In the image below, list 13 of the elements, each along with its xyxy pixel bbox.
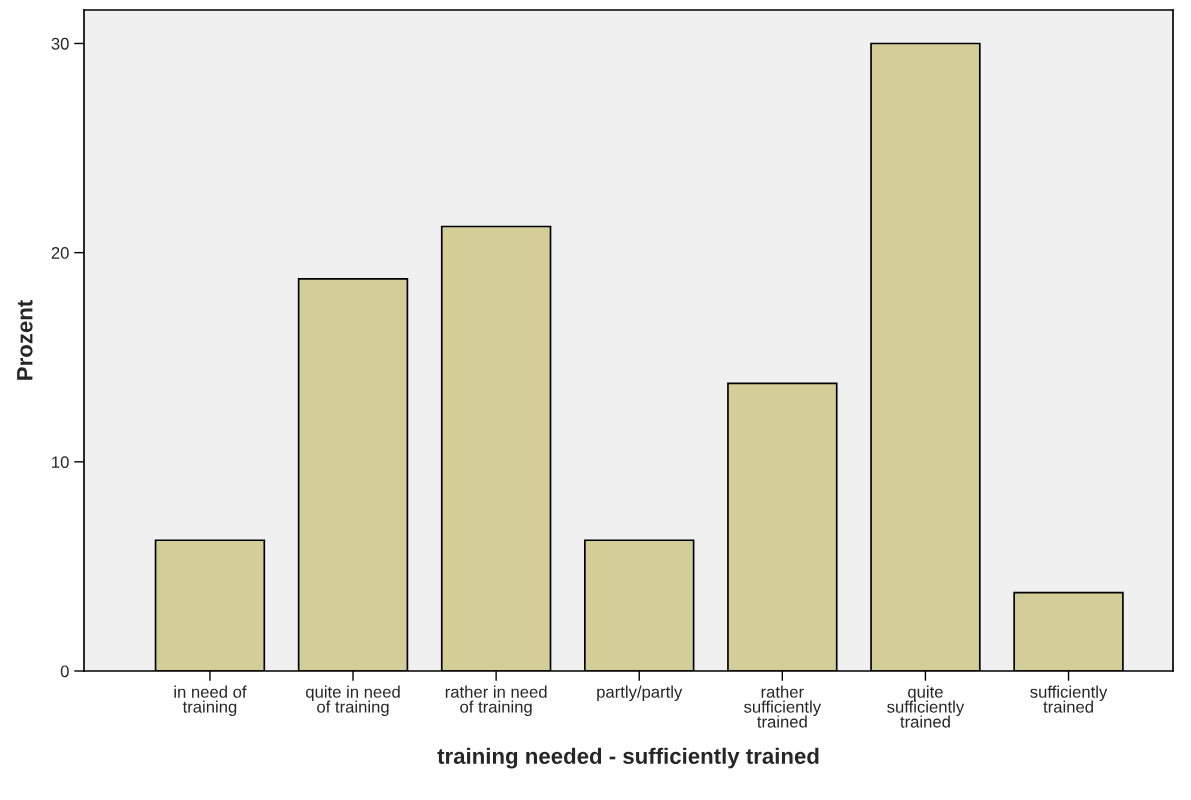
x-axis-title: training needed - sufficiently trained bbox=[437, 747, 819, 769]
y-axis-title: Prozent bbox=[17, 300, 33, 380]
y-tick-label: 0 bbox=[60, 665, 69, 678]
x-tick-label: quite in need of training bbox=[306, 685, 400, 717]
x-tick-label: partly/partly bbox=[597, 685, 683, 702]
x-tick-label: in need of training bbox=[174, 685, 247, 717]
x-tick-label: sufficiently trained bbox=[1030, 685, 1108, 713]
y-tick-label: 10 bbox=[52, 456, 69, 469]
y-tick-label: 20 bbox=[51, 247, 69, 259]
x-tick-label: rather sufficiently trained bbox=[744, 685, 822, 728]
x-tick-label: rather in need of training bbox=[445, 685, 547, 717]
x-tick-label: quite sufficiently trained bbox=[887, 685, 965, 728]
y-tick-label: 30 bbox=[51, 37, 69, 50]
